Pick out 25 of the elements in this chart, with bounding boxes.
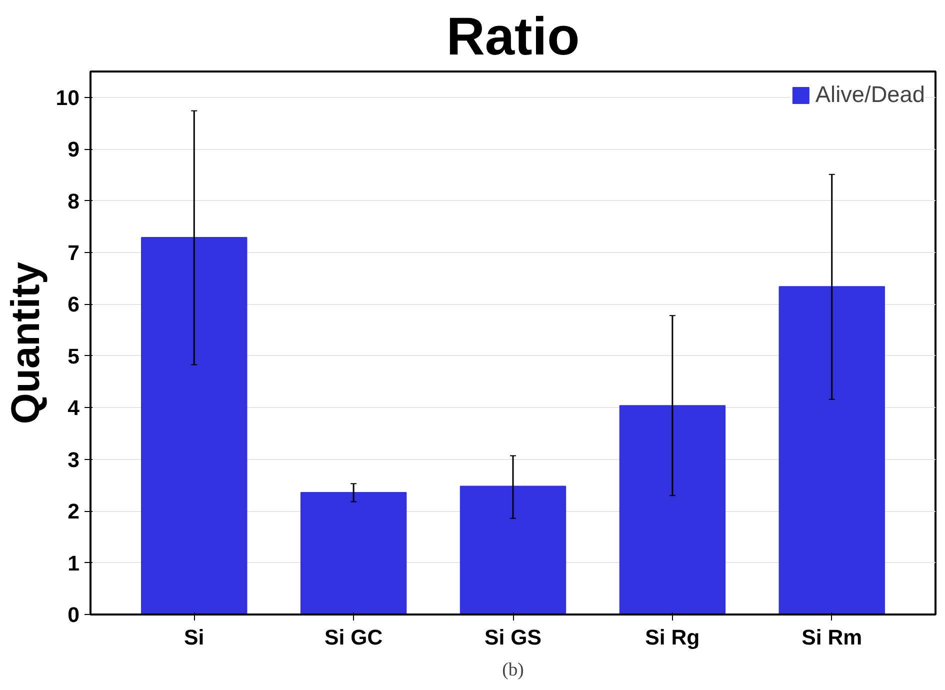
y-axis-title: Quantity xyxy=(4,261,48,424)
y-tick-label: 10 xyxy=(56,86,80,110)
bar xyxy=(619,405,726,614)
y-tick-label: 0 xyxy=(68,603,80,627)
x-tick-label: Si Rm xyxy=(802,626,862,650)
x-tick-label: Si GS xyxy=(484,626,542,650)
y-tick-label: 1 xyxy=(68,551,80,576)
bar xyxy=(460,486,566,614)
y-tick-label: 2 xyxy=(68,500,80,524)
y-tick-label: 3 xyxy=(68,448,80,472)
y-tick-label: 4 xyxy=(68,396,80,420)
y-tick-label: 6 xyxy=(68,292,80,317)
chart-title: Ratio xyxy=(446,8,580,66)
y-tick-label: 8 xyxy=(68,189,80,214)
legend-label: Alive/Dead xyxy=(815,81,925,108)
y-tick-label: 5 xyxy=(68,344,80,368)
x-tick-label: Si GC xyxy=(324,626,383,650)
x-tick-label: Si xyxy=(184,626,204,650)
text: (b) xyxy=(502,660,524,680)
y-tick-label: 7 xyxy=(68,241,80,265)
x-tick-label: Si Rg xyxy=(645,626,700,650)
y-tick-label: 9 xyxy=(68,138,80,162)
bar xyxy=(778,286,885,614)
bar xyxy=(141,237,248,614)
bar xyxy=(300,492,407,614)
